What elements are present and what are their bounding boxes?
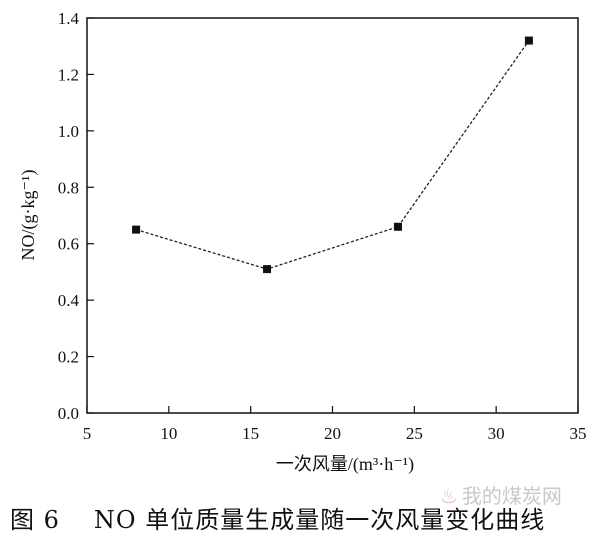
figure-number: 图 6 bbox=[10, 506, 60, 534]
y-tick-label: 1.4 bbox=[58, 9, 80, 28]
flame-icon: ♨ bbox=[440, 484, 458, 508]
chart: 5 10 15 20 25 30 35 0.0 0.2 0.4 0.6 0.8 1.0 1.2 1.4 一… bbox=[18, 9, 587, 475]
x-tick-label: 30 bbox=[488, 424, 505, 443]
data-point bbox=[524, 36, 533, 45]
x-axis-label: 一次风量/(m³·h⁻¹) bbox=[276, 454, 414, 475]
x-tick-label: 15 bbox=[242, 424, 259, 443]
y-tick-label: 0.8 bbox=[58, 178, 79, 197]
y-axis-label: NO/(g·kg⁻¹) bbox=[18, 170, 39, 261]
y-tick-label: 0.4 bbox=[58, 291, 80, 310]
y-tick-label: 1.2 bbox=[58, 65, 79, 84]
x-axis-ticks: 5 10 15 20 25 30 35 bbox=[83, 406, 587, 443]
x-tick-label: 25 bbox=[406, 424, 423, 443]
plot-frame bbox=[86, 17, 579, 414]
x-tick-label: 20 bbox=[324, 424, 341, 443]
data-point bbox=[132, 225, 141, 234]
series-layer bbox=[132, 36, 533, 274]
watermark: ♨ 我的煤炭网 bbox=[440, 480, 562, 509]
data-point bbox=[263, 265, 272, 274]
x-tick-label: 10 bbox=[160, 424, 177, 443]
y-tick-label: 0.2 bbox=[58, 348, 79, 367]
watermark-text: 我的煤炭网 bbox=[461, 484, 562, 508]
x-tick-label: 5 bbox=[83, 424, 92, 443]
x-tick-label: 35 bbox=[570, 424, 587, 443]
series-line bbox=[135, 40, 530, 270]
data-point bbox=[393, 222, 402, 231]
y-tick-label: 0.0 bbox=[58, 404, 79, 423]
figure-caption: 图 6 NO 单位质量生成量随一次风量变化曲线 bbox=[10, 500, 600, 535]
caption-text: NO 单位质量生成量随一次风量变化曲线 bbox=[93, 506, 546, 534]
y-axis-ticks: 0.0 0.2 0.4 0.6 0.8 1.0 1.2 1.4 bbox=[58, 9, 94, 423]
y-tick-label: 1.0 bbox=[58, 122, 79, 141]
y-tick-label: 0.6 bbox=[58, 235, 79, 254]
